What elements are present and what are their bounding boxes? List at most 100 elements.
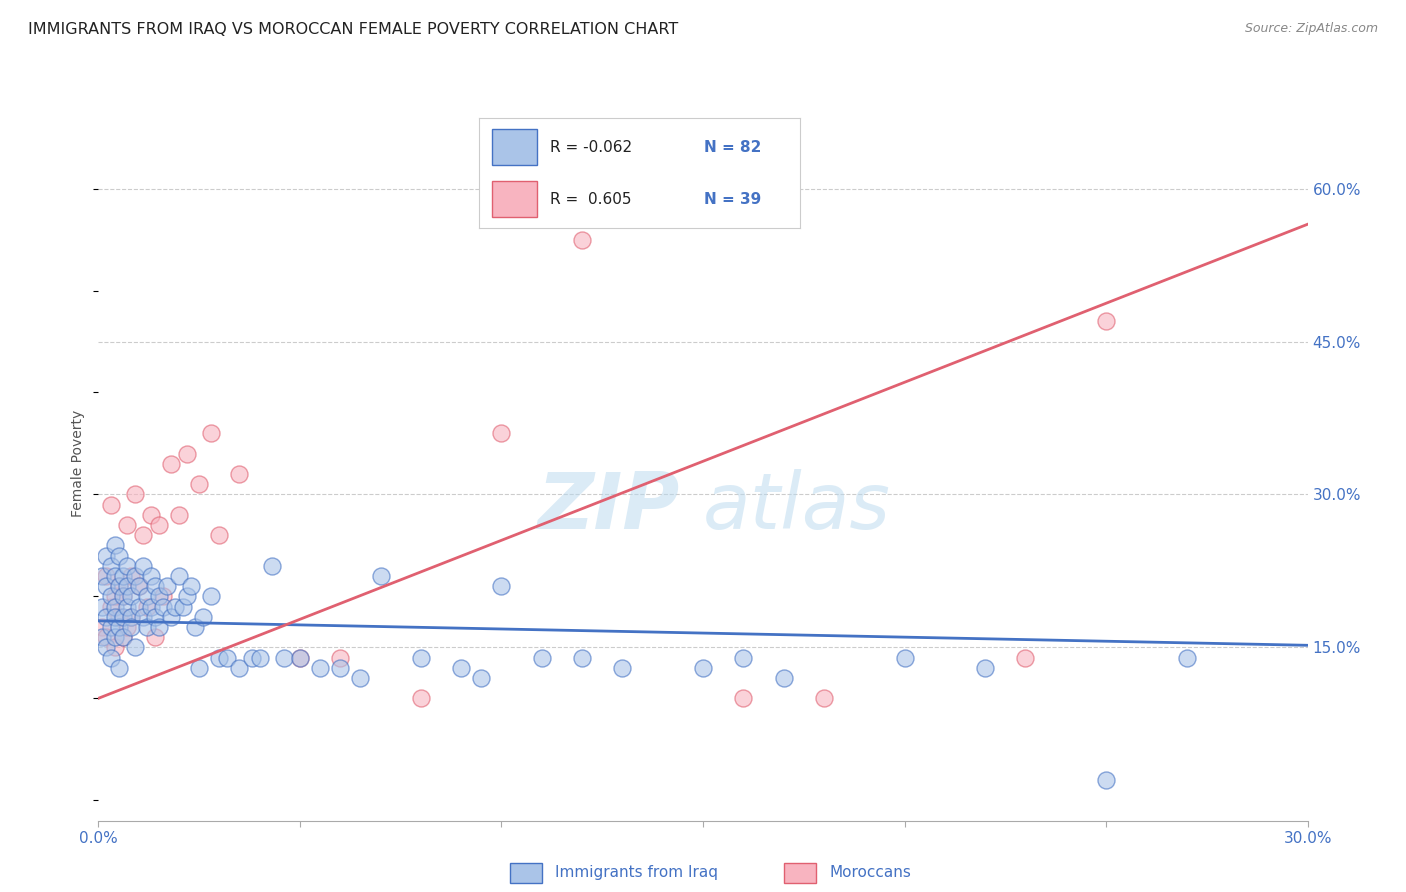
Point bbox=[103, 640, 125, 655]
Point bbox=[200, 590, 222, 604]
Point bbox=[200, 426, 222, 441]
Point bbox=[115, 599, 138, 614]
Point bbox=[100, 599, 122, 614]
Point bbox=[167, 569, 190, 583]
Point bbox=[176, 590, 198, 604]
Point bbox=[107, 549, 129, 563]
Point bbox=[100, 558, 122, 573]
Point bbox=[148, 590, 170, 604]
Point bbox=[329, 650, 352, 665]
Point bbox=[172, 599, 194, 614]
Bar bbox=[785, 863, 815, 883]
Point bbox=[96, 549, 118, 563]
Point bbox=[288, 650, 311, 665]
Point bbox=[571, 650, 593, 665]
Text: Source: ZipAtlas.com: Source: ZipAtlas.com bbox=[1244, 22, 1378, 36]
Point bbox=[128, 579, 150, 593]
Point bbox=[1014, 650, 1036, 665]
Point bbox=[111, 609, 134, 624]
Point bbox=[160, 609, 183, 624]
Point bbox=[96, 640, 118, 655]
Point bbox=[193, 609, 215, 624]
Point bbox=[103, 569, 125, 583]
Point bbox=[111, 569, 134, 583]
Text: ZIP: ZIP bbox=[537, 468, 679, 545]
Point bbox=[530, 650, 553, 665]
Point bbox=[103, 630, 125, 644]
Point bbox=[409, 650, 432, 665]
Point bbox=[100, 620, 122, 634]
Point bbox=[100, 650, 122, 665]
Point bbox=[100, 498, 122, 512]
Point bbox=[188, 477, 211, 491]
Point bbox=[1095, 314, 1118, 328]
Point bbox=[139, 508, 162, 522]
Point bbox=[813, 691, 835, 706]
Point bbox=[96, 569, 118, 583]
Point bbox=[228, 467, 250, 481]
Point bbox=[91, 630, 114, 644]
Point bbox=[91, 599, 114, 614]
Point bbox=[111, 590, 134, 604]
Point bbox=[139, 599, 162, 614]
Point bbox=[107, 661, 129, 675]
Point bbox=[163, 599, 186, 614]
Point bbox=[160, 457, 183, 471]
Point bbox=[180, 579, 202, 593]
Y-axis label: Female Poverty: Female Poverty bbox=[72, 410, 86, 517]
Point bbox=[491, 426, 513, 441]
Point bbox=[273, 650, 295, 665]
Bar bbox=[510, 863, 541, 883]
Point bbox=[148, 518, 170, 533]
Point bbox=[120, 569, 142, 583]
Point bbox=[115, 518, 138, 533]
Point bbox=[128, 579, 150, 593]
Point bbox=[128, 599, 150, 614]
Point bbox=[156, 579, 179, 593]
Point bbox=[148, 620, 170, 634]
Point bbox=[249, 650, 271, 665]
Point bbox=[288, 650, 311, 665]
Point bbox=[450, 661, 472, 675]
Point bbox=[228, 661, 250, 675]
Point bbox=[120, 609, 142, 624]
Point bbox=[240, 650, 263, 665]
Text: Immigrants from Iraq: Immigrants from Iraq bbox=[555, 865, 718, 880]
Point bbox=[96, 579, 118, 593]
Point bbox=[120, 609, 142, 624]
Point bbox=[135, 620, 157, 634]
Point bbox=[103, 609, 125, 624]
Point bbox=[124, 640, 146, 655]
Point bbox=[111, 590, 134, 604]
Point bbox=[132, 528, 155, 542]
Point bbox=[124, 487, 146, 501]
Point bbox=[115, 620, 138, 634]
Text: atlas: atlas bbox=[703, 468, 891, 545]
Point bbox=[409, 691, 432, 706]
Point bbox=[208, 650, 231, 665]
Point bbox=[100, 590, 122, 604]
Point bbox=[1095, 772, 1118, 787]
Point bbox=[107, 579, 129, 593]
Point bbox=[107, 620, 129, 634]
Point bbox=[152, 599, 174, 614]
Point bbox=[139, 569, 162, 583]
Point bbox=[1175, 650, 1198, 665]
Point bbox=[124, 569, 146, 583]
Point bbox=[111, 630, 134, 644]
Point bbox=[309, 661, 332, 675]
Point bbox=[91, 620, 114, 634]
Point bbox=[176, 447, 198, 461]
Point bbox=[184, 620, 207, 634]
Text: IMMIGRANTS FROM IRAQ VS MOROCCAN FEMALE POVERTY CORRELATION CHART: IMMIGRANTS FROM IRAQ VS MOROCCAN FEMALE … bbox=[28, 22, 678, 37]
Point bbox=[571, 233, 593, 247]
Point bbox=[120, 590, 142, 604]
Point bbox=[208, 528, 231, 542]
Point bbox=[103, 599, 125, 614]
Text: Moroccans: Moroccans bbox=[830, 865, 911, 880]
Point bbox=[349, 671, 371, 685]
Point bbox=[893, 650, 915, 665]
Point bbox=[132, 558, 155, 573]
Point bbox=[974, 661, 997, 675]
Point bbox=[612, 661, 634, 675]
